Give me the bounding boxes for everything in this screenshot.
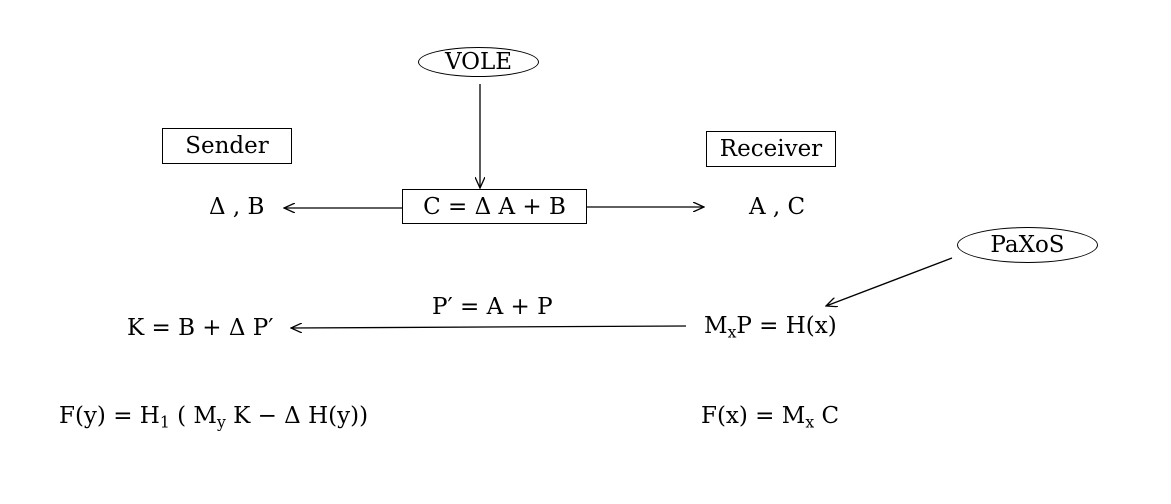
vole-label: VOLE: [444, 49, 513, 75]
fy-subscript-y: y: [216, 412, 226, 432]
fx-part-a: F(x) = M: [701, 403, 806, 429]
vole-oval: VOLE: [418, 47, 539, 77]
fy-part-a: F(y) = H: [59, 403, 160, 429]
sender-box: Sender: [162, 128, 292, 164]
paxos-label: PaXoS: [990, 232, 1065, 258]
mxp-subscript: x: [727, 322, 737, 342]
c-equation-box: C = Δ A + B: [402, 189, 587, 224]
receiver-label: Receiver: [719, 136, 823, 162]
p-prime-equation: P′ = A + P: [432, 294, 553, 320]
mxp-rest: P = H(x): [736, 313, 837, 339]
receiver-to-sender-arrow: [291, 326, 687, 328]
paxos-oval: PaXoS: [957, 227, 1098, 263]
fx-subscript-x: x: [805, 412, 815, 432]
sender-label: Sender: [185, 133, 269, 159]
c-equation-label: C = Δ A + B: [423, 193, 566, 220]
receiver-values: A , C: [749, 194, 806, 220]
fx-part-b: C: [814, 403, 840, 429]
sender-values: Δ , B: [209, 194, 265, 220]
fy-part-c: K − Δ H(y)): [225, 403, 369, 429]
paxos-to-receiver-arrow: [826, 257, 953, 306]
sender-output-equation: F(y) = H1 ( My K − Δ H(y)): [59, 403, 369, 431]
receiver-output-equation: F(x) = Mx C: [701, 403, 840, 431]
receiver-box: Receiver: [706, 131, 836, 167]
fy-subscript-1: 1: [159, 412, 170, 432]
mxp-equation: MxP = H(x): [704, 313, 837, 341]
fy-part-b: ( M: [169, 403, 217, 429]
k-equation: K = B + Δ P′: [127, 315, 274, 341]
mxp-m: M: [704, 313, 728, 339]
